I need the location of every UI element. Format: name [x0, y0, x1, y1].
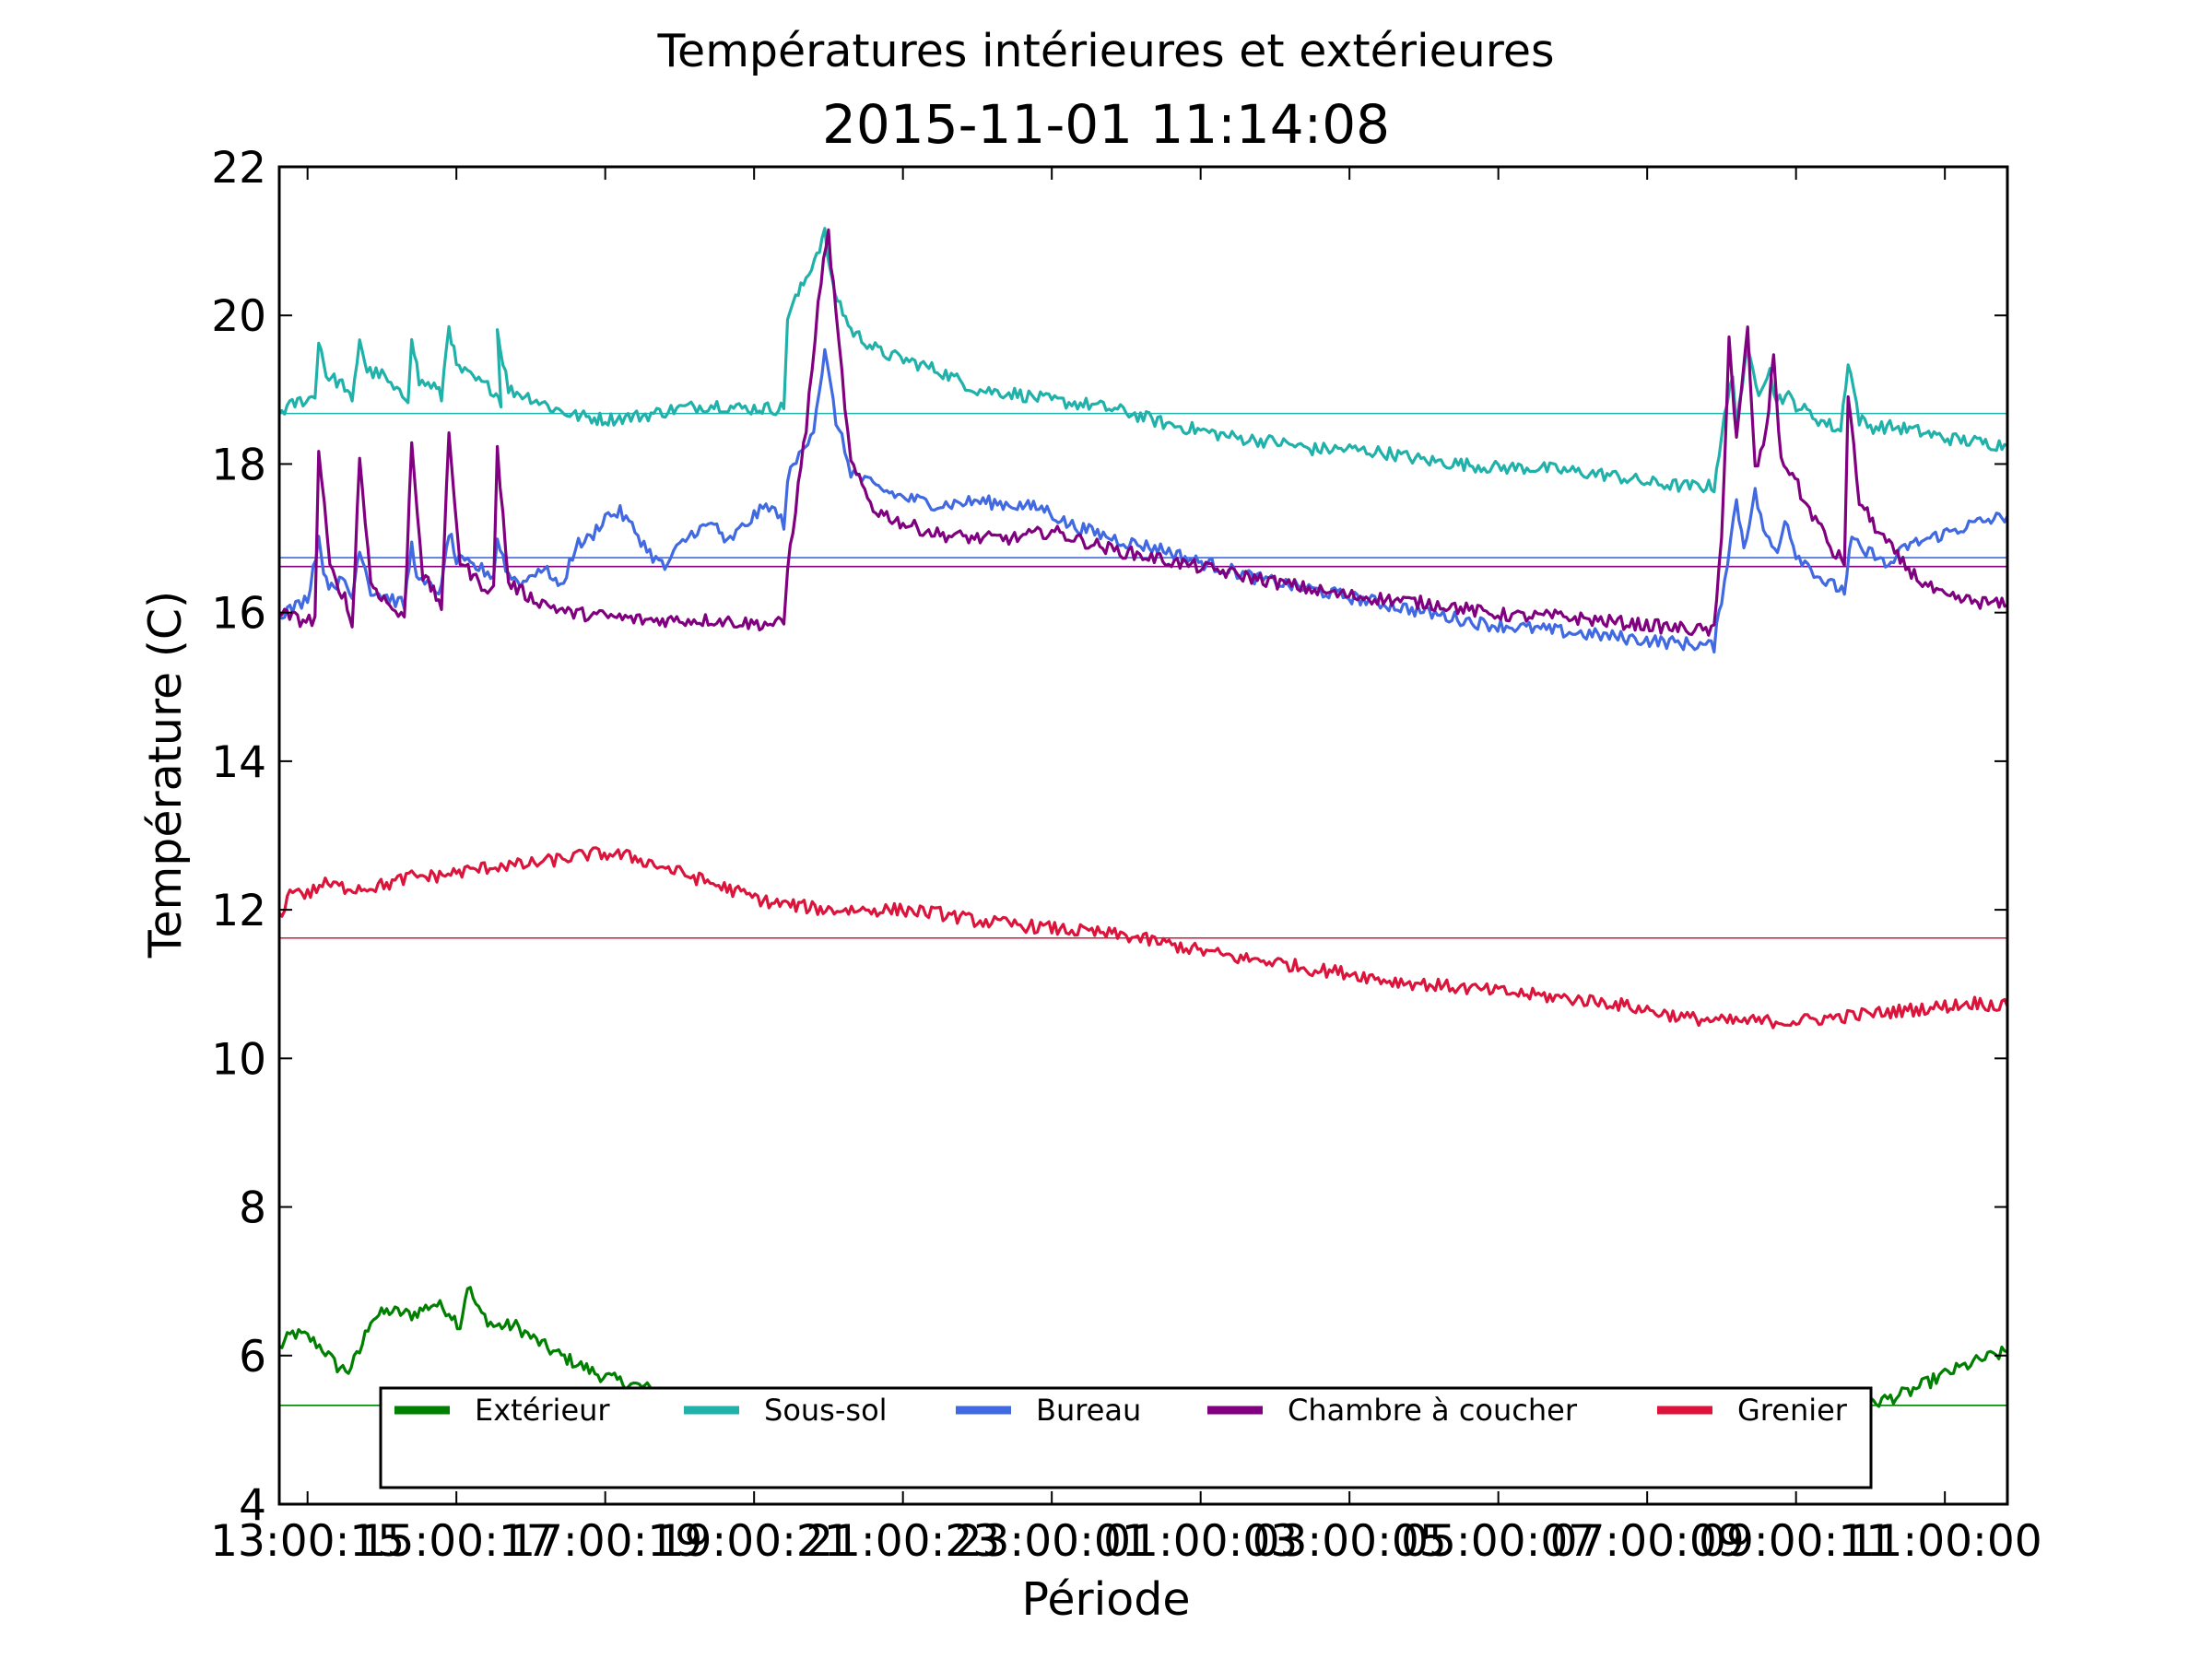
x-tick-label: 05:00:07 [1401, 1516, 1595, 1567]
y-tick-label: 20 [211, 291, 266, 342]
series-line-bureau [278, 347, 2009, 654]
x-tick-label: 03:00:05 [1253, 1516, 1447, 1567]
y-tick-label: 18 [211, 440, 266, 490]
x-tick-label: 15:00:17 [359, 1516, 554, 1567]
x-tick-label: 23:00:01 [955, 1516, 1149, 1567]
plot-frame [277, 165, 2009, 1506]
chart-suptitle: Températures intérieures et extérieures [656, 25, 1554, 77]
series-line-grenier [277, 846, 2009, 1030]
y-tick-label: 4 [239, 1480, 266, 1531]
y-axis-label: Température (C) [139, 591, 192, 959]
x-tick-label: 13:00:15 [210, 1516, 405, 1567]
y-tick-label: 10 [211, 1034, 266, 1085]
legend-label-sous-sol: Sous-sol [764, 1393, 888, 1428]
legend-box [379, 1386, 1873, 1489]
legend-label-chambre-a-coucher: Chambre à coucher [1288, 1393, 1578, 1428]
x-tick-label: 19:00:21 [657, 1516, 852, 1567]
y-tick-label: 22 [211, 143, 266, 194]
y-tick-label: 6 [239, 1332, 266, 1382]
x-tick-label: 07:00:09 [1550, 1516, 1745, 1567]
legend-label-grenier: Grenier [1737, 1393, 1848, 1428]
y-tick-label: 12 [211, 886, 266, 936]
series-line-sous-sol [278, 227, 2008, 494]
legend-label-bureau: Bureau [1036, 1393, 1141, 1428]
x-tick-label: 11:00:00 [1848, 1516, 2042, 1567]
y-tick-label: 16 [211, 589, 266, 640]
x-tick-label: 17:00:19 [508, 1516, 702, 1567]
chart-title: 2015-11-01 11:14:08 [822, 93, 1390, 156]
x-axis-label: Période [1022, 1573, 1191, 1626]
legend-label-exterieur: Extérieur [475, 1393, 610, 1428]
axes: 4 6 8 10 12 14 16 18 20 22 13:00:1515:00:1717:00:1… [210, 143, 2042, 1567]
legend: Extérieur Sous-sol Bureau Chambre à coucher… [379, 1386, 1873, 1489]
x-tick-label: 21:00:23 [806, 1516, 1000, 1567]
y-tick-label: 8 [239, 1183, 266, 1234]
series-line-chambre-a-coucher [278, 228, 2008, 637]
x-tick-label: 09:00:11 [1699, 1516, 1893, 1567]
y-tick-label: 14 [211, 737, 266, 788]
x-tick-label: 01:00:03 [1103, 1516, 1298, 1567]
